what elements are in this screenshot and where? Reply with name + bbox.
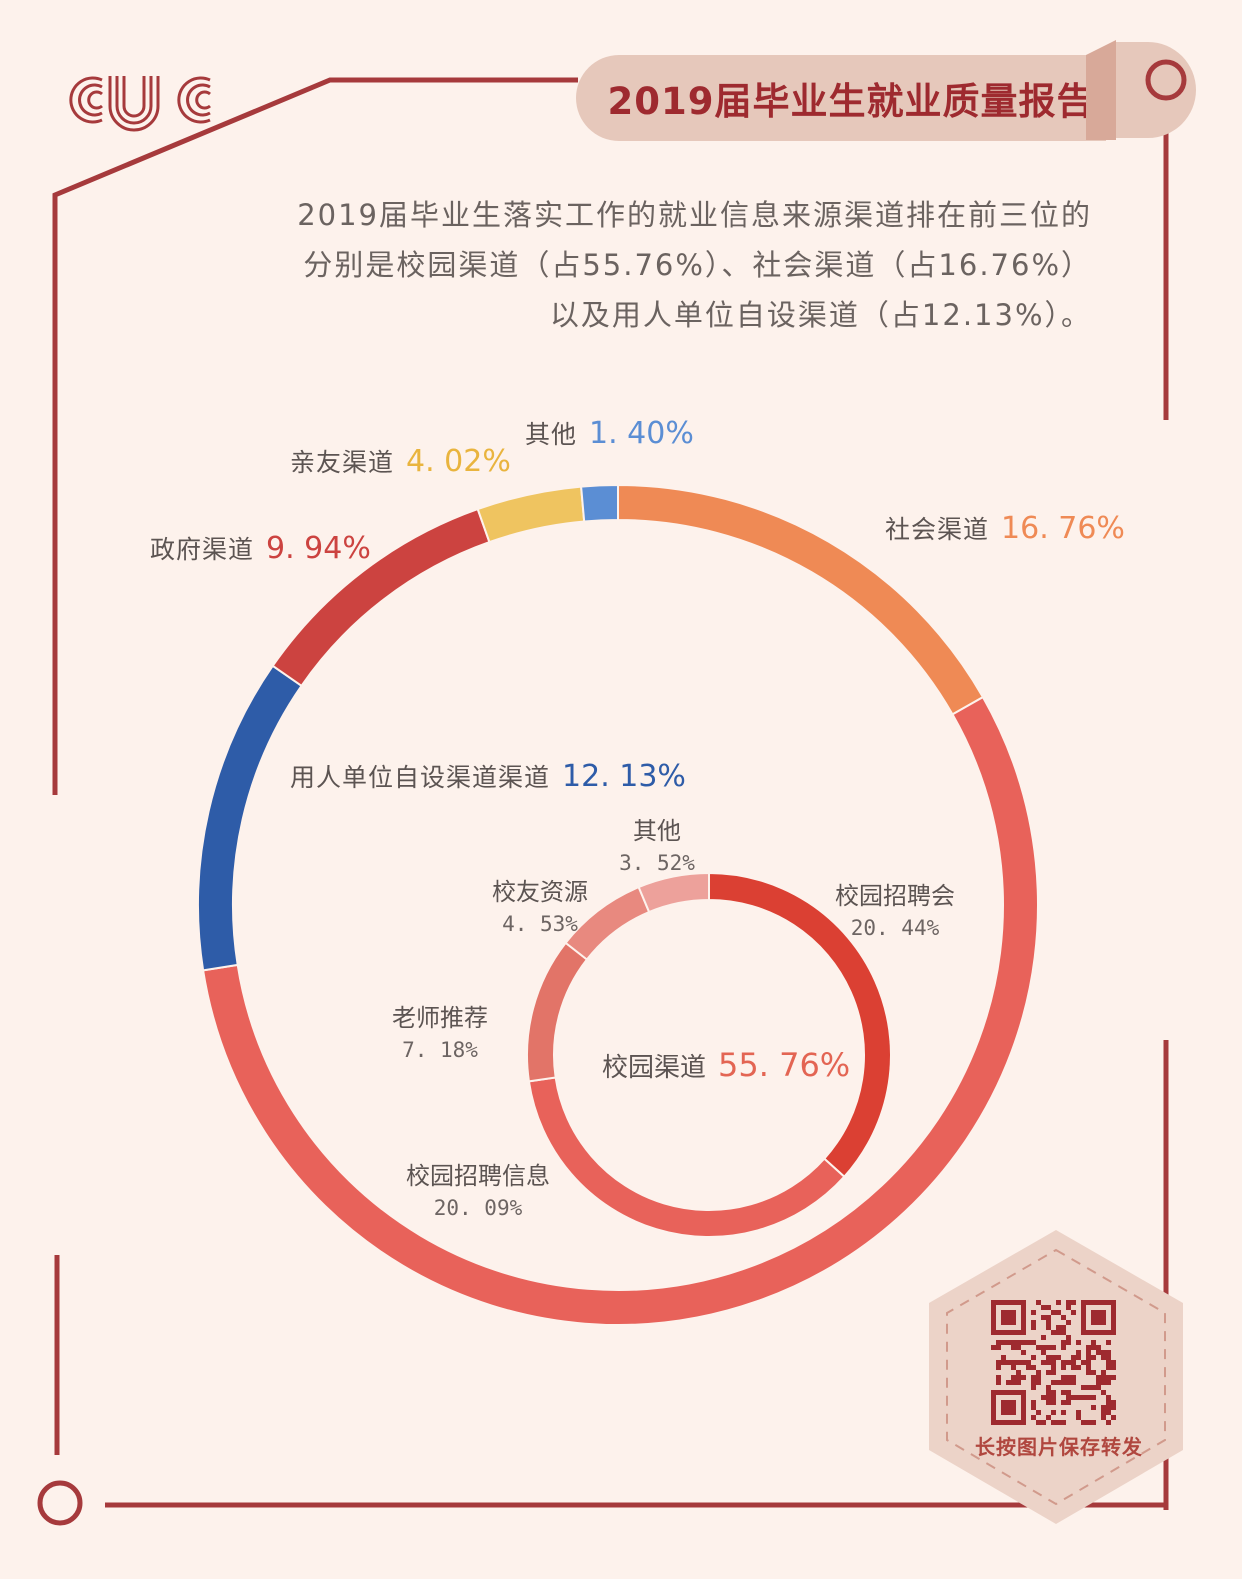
outer-donut-slice-4 xyxy=(476,485,586,544)
report-title: 2019届毕业生就业质量报告 xyxy=(607,80,1095,123)
outer-label-social: 社会渠道 16. 76% xyxy=(885,511,1125,546)
inner-label-recruit-info: 校园招聘信息 20. 09% xyxy=(406,1162,550,1220)
intro-line: 2019届毕业生落实工作的就业信息来源渠道排在前三位的 xyxy=(297,198,1092,232)
outer-donut-slice-5 xyxy=(580,483,619,523)
outer-donut-slice-2 xyxy=(197,664,303,972)
inner-label-other: 其他 3. 52% xyxy=(619,817,695,875)
outer-donut-slice-1 xyxy=(201,695,1039,1326)
ring-icon xyxy=(1145,59,1187,101)
inner-donut-slice-2 xyxy=(526,941,589,1083)
outer-label-employer: 用人单位自设渠道渠道 12. 13% xyxy=(290,759,686,794)
intro-line: 分别是校园渠道（占55.76%）、社会渠道（占16.76%） xyxy=(303,248,1092,282)
inner-donut-slice-1 xyxy=(527,1076,846,1238)
inner-donut-slice-4 xyxy=(637,871,710,914)
inner-center-label: 校园渠道 55. 76% xyxy=(602,1046,851,1084)
corner-ring-icon xyxy=(37,1480,83,1526)
outer-label-other: 其他 1. 40% xyxy=(525,416,694,451)
qr-badge xyxy=(929,1230,1183,1524)
report-title-tab: 2019届毕业生就业质量报告 xyxy=(576,55,1106,141)
intro-paragraph: 2019届毕业生落实工作的就业信息来源渠道排在前三位的 分别是校园渠道（占55.… xyxy=(192,190,1092,340)
outer-label-relatives: 亲友渠道 4. 02% xyxy=(290,444,511,479)
inner-label-alumni: 校友资源 4. 53% xyxy=(492,878,588,936)
cuc-logo xyxy=(69,76,211,132)
qr-code-icon xyxy=(991,1300,1116,1425)
qr-caption: 长按图片保存转发 xyxy=(975,1435,1143,1459)
intro-line: 以及用人单位自设渠道（占12.13%）。 xyxy=(549,298,1092,332)
outer-label-government: 政府渠道 9. 94% xyxy=(150,531,371,566)
inner-label-teacher: 老师推荐 7. 18% xyxy=(392,1004,488,1062)
title-tab-end xyxy=(1086,40,1196,140)
inner-label-job-fair: 校园招聘会 20. 44% xyxy=(835,882,955,940)
